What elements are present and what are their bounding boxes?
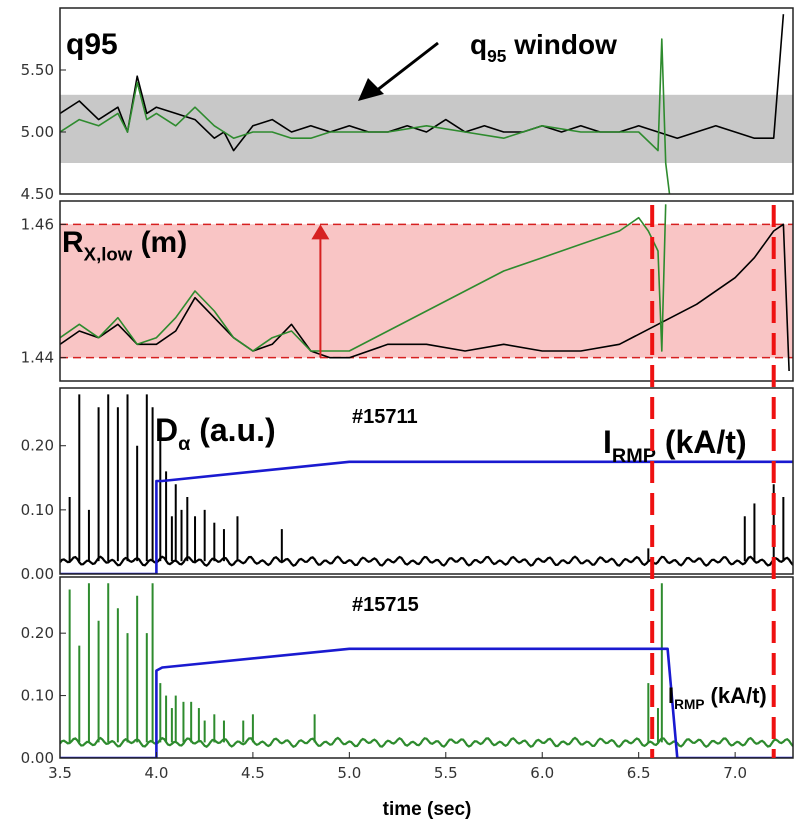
shot-number-label: #15715 (352, 594, 419, 616)
x-tick-label: 5.0 (337, 764, 361, 782)
x-axis-label: time (sec) (383, 799, 472, 820)
y-tick-label: 0.00 (21, 565, 54, 583)
rise-arrow-head (311, 224, 330, 240)
y-tick-label: 0.20 (21, 437, 54, 455)
y-tick-label: 0.20 (21, 624, 54, 642)
irmp-label: IRMP (kA/t) (668, 683, 767, 712)
series-line-2 (60, 204, 667, 352)
y-tick-label: 1.44 (21, 349, 54, 367)
x-tick-label: 4.0 (145, 764, 169, 782)
y-tick-label: 4.50 (21, 185, 54, 203)
shaded-band (60, 224, 793, 358)
panel-label-q95: q95 (66, 28, 118, 61)
panel-background (60, 577, 793, 758)
plot-area (60, 583, 793, 758)
panel-4: 0.20 0.10 0.00 #15715 IRMP (kA/t) (21, 576, 794, 767)
panel-3: 0.20 0.10 0.00 Dα (a.u.) #15711 IRMP (kA/t) (21, 387, 794, 583)
panel-label-rxlow: RX,low (m) (62, 226, 187, 264)
shot-number-label: #15711 (352, 406, 418, 428)
series-line-2 (60, 38, 671, 194)
q95-window-label: q95 window (470, 29, 617, 66)
y-tick-label: 1.46 (21, 215, 54, 233)
dalpha-baseline (60, 555, 793, 567)
shaded-band (60, 94, 793, 163)
y-tick-label: 5.50 (21, 61, 54, 79)
panel-frame (59, 200, 794, 382)
x-tick-label: 7.0 (723, 764, 747, 782)
y-tick-label: 5.00 (21, 123, 54, 141)
y-tick-label: 0.10 (21, 501, 54, 519)
series-line-1 (60, 14, 785, 152)
irmp-line (60, 460, 793, 574)
x-tick-label: 3.5 (48, 764, 72, 782)
irmp-line (60, 647, 793, 758)
panel-frame (59, 7, 794, 195)
x-tick-label: 6.0 (530, 764, 554, 782)
panel-label-dalpha: Dα (a.u.) (155, 412, 276, 455)
series-line-1 (60, 223, 790, 372)
y-tick-label: 0.10 (21, 687, 54, 705)
x-tick-label: 5.5 (434, 764, 458, 782)
x-tick-label: 6.5 (627, 764, 651, 782)
plot-area (60, 14, 793, 194)
plot-area (60, 204, 793, 372)
window-arrow-shaft (375, 41, 439, 93)
y-tick-label: 0.00 (21, 749, 54, 767)
dalpha-baseline (60, 736, 793, 749)
window-arrow-head (358, 78, 384, 101)
panel-frame (59, 387, 794, 575)
panel-1: 5.50 5.00 4.50 q95 q95 window (21, 7, 794, 203)
irmp-label: IRMP (kA/t) (603, 424, 747, 467)
panel-frame (59, 576, 794, 759)
panel-2: 1.46 1.44 RX,low (m) (21, 200, 794, 382)
plot-area (60, 394, 793, 574)
x-tick-label: 4.5 (241, 764, 265, 782)
